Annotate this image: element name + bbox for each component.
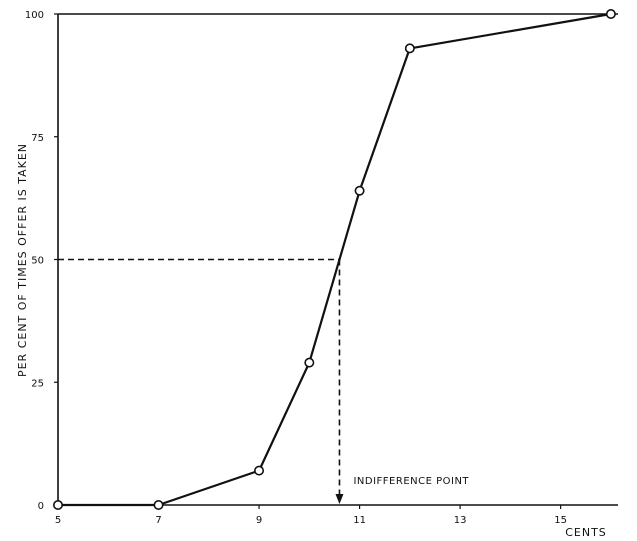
x-tick-label: 11 bbox=[353, 515, 366, 526]
data-point bbox=[605, 9, 616, 19]
y-tick-label: 75 bbox=[31, 133, 44, 144]
data-point bbox=[404, 43, 415, 54]
x-tick-label: 13 bbox=[454, 515, 467, 526]
y-tick-label: 0 bbox=[38, 501, 44, 512]
y-tick-label: 100 bbox=[25, 10, 44, 21]
x-ticks: 5 7 9 11 13 15 bbox=[55, 505, 567, 526]
data-point bbox=[254, 465, 265, 476]
data-point bbox=[52, 499, 63, 510]
data-point bbox=[304, 357, 315, 368]
x-tick-label: 5 bbox=[55, 515, 61, 526]
indifference-arrowhead bbox=[335, 494, 344, 504]
data-point bbox=[153, 499, 164, 510]
y-axis-title: PER CENT OF TIMES OFFER IS TAKEN bbox=[16, 143, 29, 377]
x-tick-label: 9 bbox=[256, 515, 262, 526]
guide-lines bbox=[58, 258, 341, 495]
y-ticks: 0 25 50 75 100 bbox=[25, 10, 58, 512]
x-tick-label: 7 bbox=[155, 515, 161, 526]
y-tick-label: 25 bbox=[31, 378, 44, 389]
x-axis-title: CENTS bbox=[565, 526, 607, 539]
annotations: INDIFFERENCE POINT bbox=[335, 476, 469, 504]
data-point bbox=[354, 185, 365, 196]
series bbox=[52, 9, 616, 510]
x-tick-label: 15 bbox=[554, 515, 567, 526]
y-tick-label: 50 bbox=[31, 256, 44, 267]
indifference-point-label: INDIFFERENCE POINT bbox=[353, 476, 469, 487]
